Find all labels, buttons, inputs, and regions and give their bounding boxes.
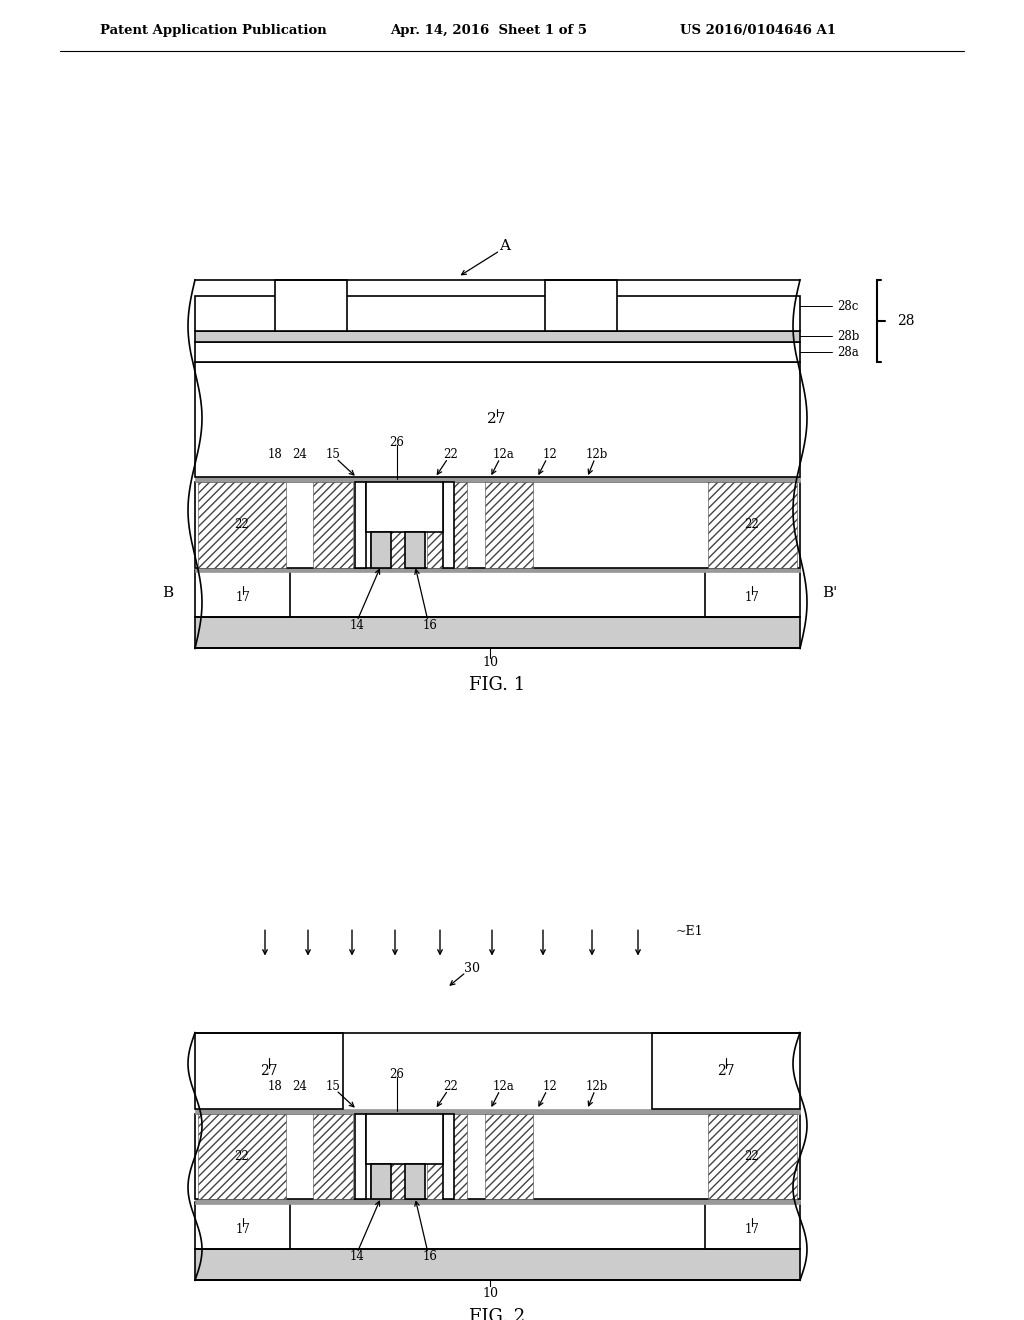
Bar [195,1109,800,1114]
Text: 17: 17 [744,591,760,605]
Text: 16: 16 [423,619,437,631]
Bar [195,1200,800,1204]
Bar [406,532,425,568]
Text: 17: 17 [236,1224,251,1236]
Text: B: B [162,586,173,599]
Text: 16: 16 [423,1250,437,1263]
Text: 27: 27 [717,1064,735,1077]
Bar [313,1114,353,1200]
Bar [195,570,290,618]
Text: US 2016/0104646 A1: US 2016/0104646 A1 [680,24,836,37]
Bar [443,482,454,568]
Text: 22: 22 [744,1150,760,1163]
Text: 17: 17 [236,591,251,605]
Text: 10: 10 [482,656,498,669]
Bar [708,482,797,568]
Bar [371,532,391,568]
Text: 22: 22 [744,519,760,531]
Bar [198,1114,286,1200]
Bar [705,570,800,618]
Text: 22: 22 [234,1150,250,1163]
Bar [195,342,800,362]
Bar [195,477,800,482]
Text: 12a: 12a [493,447,514,461]
Text: 12: 12 [543,1080,557,1093]
Bar [705,1203,800,1249]
Text: 28c: 28c [837,300,858,313]
Text: B': B' [822,586,838,599]
Bar [195,568,800,573]
Bar [370,1114,406,1200]
Text: 30: 30 [464,962,480,974]
Bar [195,1203,290,1249]
Bar [485,482,534,568]
Bar [195,618,800,648]
Text: 24: 24 [293,447,307,461]
Bar [195,482,800,568]
Bar [198,482,286,568]
Text: 26: 26 [389,1068,404,1081]
Bar [195,1032,343,1109]
Text: 28a: 28a [837,346,859,359]
Bar [545,280,617,330]
Text: 12a: 12a [493,1080,514,1093]
Bar [370,482,406,568]
Text: FIG. 1: FIG. 1 [469,676,525,694]
Bar [485,1114,534,1200]
Text: 15: 15 [326,447,340,461]
Text: FIG. 2: FIG. 2 [469,1308,525,1320]
Text: 12b: 12b [586,447,608,461]
Text: 12: 12 [543,447,557,461]
Bar [275,280,347,330]
Bar [652,1032,800,1109]
Text: 22: 22 [234,519,250,531]
Text: 12b: 12b [586,1080,608,1093]
Text: 17: 17 [744,1224,760,1236]
Text: 27: 27 [260,1064,278,1077]
Text: 18: 18 [267,447,283,461]
Text: 28: 28 [897,314,914,327]
Bar [366,482,443,532]
Bar [195,1114,800,1200]
Text: ~E1: ~E1 [676,925,703,937]
Text: 10: 10 [482,1287,498,1300]
Bar [406,1164,425,1200]
Text: 27: 27 [487,412,507,426]
Text: 24: 24 [293,1080,307,1093]
Text: Patent Application Publication: Patent Application Publication [100,24,327,37]
Bar [195,297,800,330]
Text: 22: 22 [443,447,459,461]
Bar [195,330,800,342]
Text: 28b: 28b [837,330,859,343]
Text: 14: 14 [349,1250,365,1263]
Bar [443,1114,454,1200]
Text: 14: 14 [349,619,365,631]
Bar [195,362,800,477]
Text: 22: 22 [443,1080,459,1093]
Bar [195,1249,800,1280]
Bar [427,482,467,568]
Bar [371,1164,391,1200]
Bar [313,482,353,568]
Text: 15: 15 [326,1080,340,1093]
Text: 26: 26 [389,436,404,449]
Bar [355,1114,366,1200]
Bar [355,482,366,568]
Text: Apr. 14, 2016  Sheet 1 of 5: Apr. 14, 2016 Sheet 1 of 5 [390,24,587,37]
Text: A: A [500,239,511,252]
Text: 18: 18 [267,1080,283,1093]
Bar [708,1114,797,1200]
Bar [366,1114,443,1164]
Bar [427,1114,467,1200]
